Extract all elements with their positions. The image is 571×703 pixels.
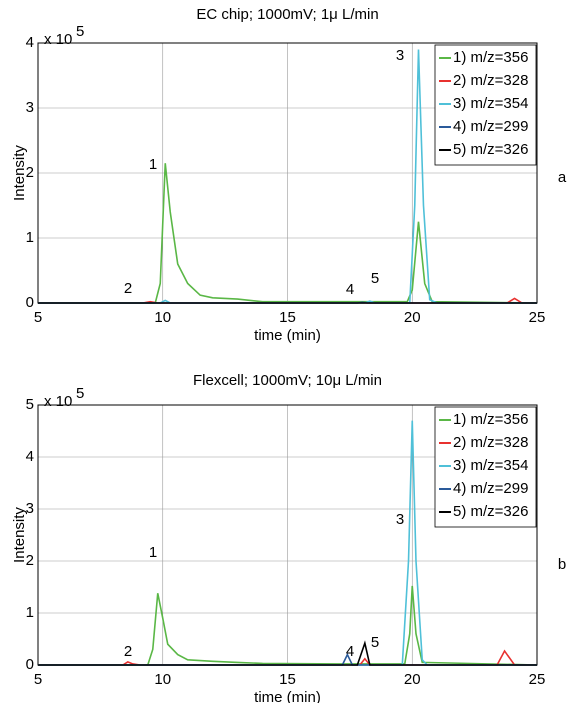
x-tick-label: 5 bbox=[34, 309, 42, 326]
legend-box bbox=[434, 406, 537, 528]
x-tick-label: 5 bbox=[34, 671, 42, 688]
x-axis-label: time (min) bbox=[254, 689, 321, 703]
y-tick-label: 1 bbox=[26, 229, 34, 246]
y-tick-label: 4 bbox=[26, 448, 34, 465]
series-line bbox=[38, 420, 537, 666]
y-tick-label: 3 bbox=[26, 99, 34, 116]
chart-title: Flexcell; 1000mV; 10μ L/min bbox=[193, 372, 382, 389]
legend-label: 5) m/z=326 bbox=[453, 503, 528, 520]
panel-label: b bbox=[558, 556, 566, 573]
series-line bbox=[38, 585, 538, 666]
peak-annotation: 2 bbox=[124, 643, 132, 660]
y-tick-label: 1 bbox=[26, 604, 34, 621]
y-multiplier: x 10 bbox=[44, 393, 72, 410]
y-tick-label: 2 bbox=[26, 164, 34, 181]
x-tick-label: 15 bbox=[279, 309, 296, 326]
y-axis-label: Intensity bbox=[11, 507, 28, 563]
x-tick-label: 20 bbox=[404, 309, 421, 326]
x-tick-label: 20 bbox=[404, 671, 421, 688]
peak-annotation: 5 bbox=[371, 270, 379, 287]
peak-annotation: 2 bbox=[124, 280, 132, 297]
legend-label: 3) m/z=354 bbox=[453, 95, 528, 112]
x-tick-label: 15 bbox=[279, 671, 296, 688]
x-tick-label: 25 bbox=[529, 309, 546, 326]
series-line bbox=[38, 163, 538, 304]
legend-label: 1) m/z=356 bbox=[453, 49, 528, 66]
x-tick-label: 10 bbox=[154, 309, 171, 326]
legend-label: 2) m/z=328 bbox=[453, 72, 528, 89]
y-multiplier: x 10 bbox=[44, 31, 72, 48]
x-tick-label: 25 bbox=[529, 671, 546, 688]
legend-box bbox=[434, 44, 537, 166]
series-line bbox=[38, 640, 537, 666]
legend-label: 4) m/z=299 bbox=[453, 480, 528, 497]
legend-label: 1) m/z=356 bbox=[453, 411, 528, 428]
y-axis-label: Intensity bbox=[11, 145, 28, 201]
y-tick-label: 4 bbox=[26, 34, 34, 51]
peak-annotation: 3 bbox=[396, 47, 404, 64]
y-tick-label: 0 bbox=[26, 294, 34, 311]
peak-annotation: 4 bbox=[346, 281, 354, 298]
y-tick-label: 0 bbox=[26, 656, 34, 673]
series-line bbox=[38, 649, 537, 666]
legend-label: 2) m/z=328 bbox=[453, 434, 528, 451]
x-tick-label: 10 bbox=[154, 671, 171, 688]
x-axis-label: time (min) bbox=[254, 327, 321, 344]
panel-label: a bbox=[558, 169, 567, 186]
legend-label: 5) m/z=326 bbox=[453, 141, 528, 158]
y-tick-label: 5 bbox=[26, 396, 34, 413]
peak-annotation: 5 bbox=[371, 634, 379, 651]
y-tick-label: 3 bbox=[26, 500, 34, 517]
peak-annotation: 4 bbox=[346, 643, 354, 660]
legend-label: 3) m/z=354 bbox=[453, 457, 528, 474]
y-tick-label: 2 bbox=[26, 552, 34, 569]
legend-label: 4) m/z=299 bbox=[453, 118, 528, 135]
peak-annotation: 1 bbox=[149, 544, 157, 561]
y-multiplier-exponent: 5 bbox=[76, 385, 84, 402]
chart-title: EC chip; 1000mV; 1μ L/min bbox=[196, 6, 378, 23]
peak-annotation: 3 bbox=[396, 511, 404, 528]
y-multiplier-exponent: 5 bbox=[76, 23, 84, 40]
peak-annotation: 1 bbox=[149, 156, 157, 173]
